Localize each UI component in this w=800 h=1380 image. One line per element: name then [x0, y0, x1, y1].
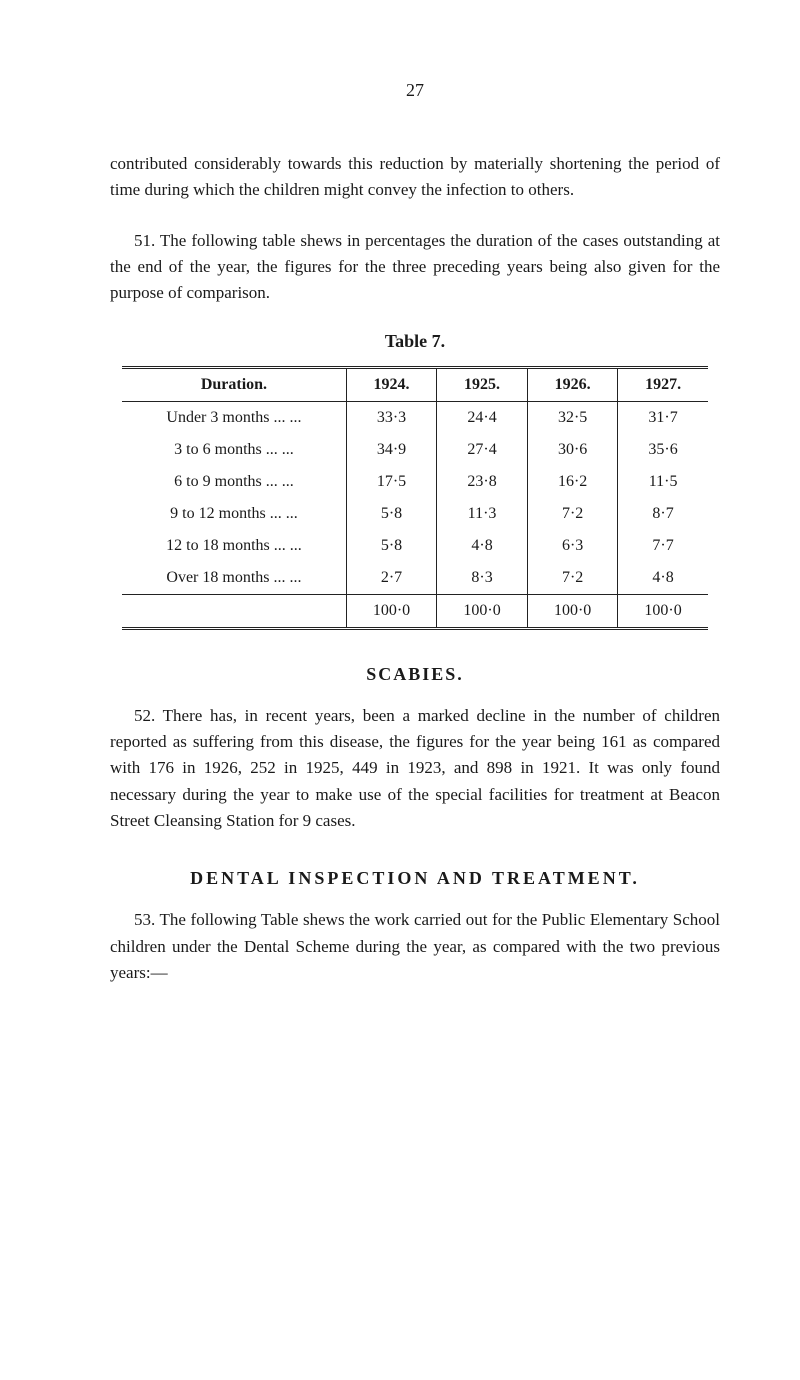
cell: 7·2 — [527, 498, 618, 530]
table-row: Under 3 months ... ... 33·3 24·4 32·5 31… — [122, 401, 708, 434]
table-row: Over 18 months ... ... 2·7 8·3 7·2 4·8 — [122, 562, 708, 595]
cell: 23·8 — [437, 466, 528, 498]
table-row: 9 to 12 months ... ... 5·8 11·3 7·2 8·7 — [122, 498, 708, 530]
dental-heading: DENTAL INSPECTION AND TREATMENT. — [110, 868, 720, 889]
col-1924: 1924. — [346, 367, 437, 401]
cell: 8·7 — [618, 498, 708, 530]
cell: 31·7 — [618, 401, 708, 434]
paragraph-52: 52. There has, in recent years, been a m… — [110, 703, 720, 835]
cell: 100·0 — [346, 594, 437, 628]
cell: 4·8 — [437, 530, 528, 562]
cell: 3 to 6 months ... ... — [122, 434, 346, 466]
cell: 5·8 — [346, 530, 437, 562]
cell: 6·3 — [527, 530, 618, 562]
paragraph-51: 51. The following table shews in percent… — [110, 228, 720, 307]
cell: 100·0 — [437, 594, 528, 628]
table-7: Duration. 1924. 1925. 1926. 1927. Under … — [122, 366, 708, 630]
cell: 34·9 — [346, 434, 437, 466]
cell: 35·6 — [618, 434, 708, 466]
cell: 5·8 — [346, 498, 437, 530]
cell: 100·0 — [618, 594, 708, 628]
document-page: 27 contributed considerably towards this… — [0, 0, 800, 1070]
cell: 6 to 9 months ... ... — [122, 466, 346, 498]
table-7-title: Table 7. — [110, 331, 720, 352]
cell: 7·2 — [527, 562, 618, 595]
col-duration: Duration. — [122, 367, 346, 401]
cell: 9 to 12 months ... ... — [122, 498, 346, 530]
col-1927: 1927. — [618, 367, 708, 401]
table-row: 3 to 6 months ... ... 34·9 27·4 30·6 35·… — [122, 434, 708, 466]
cell: 11·3 — [437, 498, 528, 530]
col-1925: 1925. — [437, 367, 528, 401]
table-row: 12 to 18 months ... ... 5·8 4·8 6·3 7·7 — [122, 530, 708, 562]
cell: Over 18 months ... ... — [122, 562, 346, 595]
cell: 32·5 — [527, 401, 618, 434]
table-total-row: 100·0 100·0 100·0 100·0 — [122, 594, 708, 628]
col-1926: 1926. — [527, 367, 618, 401]
cell: 16·2 — [527, 466, 618, 498]
cell: 11·5 — [618, 466, 708, 498]
paragraph-53: 53. The following Table shews the work c… — [110, 907, 720, 986]
cell: 4·8 — [618, 562, 708, 595]
cell — [122, 594, 346, 628]
cell: 100·0 — [527, 594, 618, 628]
cell: 33·3 — [346, 401, 437, 434]
cell: 24·4 — [437, 401, 528, 434]
cell: 17·5 — [346, 466, 437, 498]
cell: 7·7 — [618, 530, 708, 562]
cell: 27·4 — [437, 434, 528, 466]
cell: 8·3 — [437, 562, 528, 595]
cell: 2·7 — [346, 562, 437, 595]
paragraph-1: contributed considerably towards this re… — [110, 151, 720, 204]
cell: 30·6 — [527, 434, 618, 466]
scabies-heading: SCABIES. — [110, 664, 720, 685]
page-number: 27 — [110, 80, 720, 101]
cell: 12 to 18 months ... ... — [122, 530, 346, 562]
table-row: 6 to 9 months ... ... 17·5 23·8 16·2 11·… — [122, 466, 708, 498]
cell: Under 3 months ... ... — [122, 401, 346, 434]
